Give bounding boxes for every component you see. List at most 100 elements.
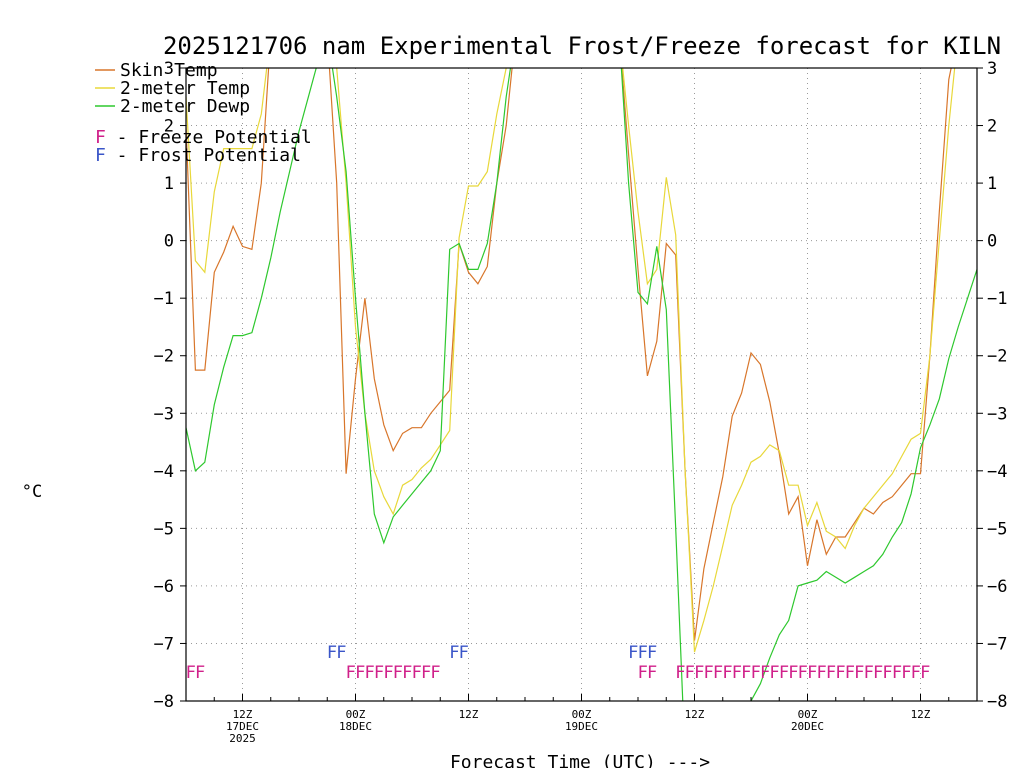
freeze-marker: F <box>355 663 365 683</box>
freeze-marker: F <box>826 663 836 683</box>
legend-freeze-glyph: F <box>95 127 106 148</box>
legend-frost-text: - Frost Potential <box>106 145 301 166</box>
freeze-marker: F <box>647 663 657 683</box>
freeze-marker: F <box>798 663 808 683</box>
legend-label: 2-meter Temp <box>120 78 250 99</box>
y-tick-label-left: −2 <box>154 347 174 367</box>
y-tick-label-right: −1 <box>987 289 1007 309</box>
y-tick-label-right: −4 <box>987 462 1007 482</box>
x-tick-label: 00Z <box>798 708 818 721</box>
y-tick-label-left: −8 <box>154 692 174 712</box>
frost-marker: F <box>449 643 459 663</box>
legend-label: Skin Temp <box>120 60 218 81</box>
x-tick-label: 19DEC <box>565 720 598 733</box>
series-line-2-meter-dewp <box>186 68 977 701</box>
freeze-marker: F <box>769 663 779 683</box>
freeze-marker: F <box>412 663 422 683</box>
freeze-marker: F <box>638 663 648 683</box>
frost-marker: F <box>336 643 346 663</box>
y-tick-label-right: 2 <box>987 117 997 137</box>
y-tick-label-left: −6 <box>154 577 174 597</box>
freeze-marker: F <box>374 663 384 683</box>
freeze-marker: F <box>864 663 874 683</box>
y-tick-label-left: −3 <box>154 404 174 424</box>
y-tick-label-left: −4 <box>154 462 174 482</box>
freeze-marker: F <box>835 663 845 683</box>
legend-freeze-text: - Freeze Potential <box>106 127 312 148</box>
y-tick-label-left: −1 <box>154 289 174 309</box>
freeze-marker: F <box>421 663 431 683</box>
legend-label: 2-meter Dewp <box>120 96 250 117</box>
freeze-marker: F <box>741 663 751 683</box>
freeze-marker: F <box>393 663 403 683</box>
freeze-marker: F <box>722 663 732 683</box>
freeze-marker: F <box>882 663 892 683</box>
legend-frost-glyph: F <box>95 145 106 166</box>
freeze-marker: F <box>685 663 695 683</box>
legend-frost: F - Frost Potential <box>95 145 301 166</box>
y-tick-label-right: 1 <box>987 174 997 194</box>
freeze-marker: F <box>892 663 902 683</box>
freeze-marker: F <box>402 663 412 683</box>
y-tick-label-left: 3 <box>164 59 174 79</box>
x-tick-label: 12Z <box>233 708 253 721</box>
chart-title: 2025121706 nam Experimental Frost/Freeze… <box>163 32 1001 60</box>
y-tick-label-left: −5 <box>154 519 174 539</box>
x-axis-label: Forecast Time (UTC) ---> <box>450 752 710 768</box>
freeze-marker: F <box>873 663 883 683</box>
axes: −8 −8 −7 −7 −6 −6 −5 −5 −4 −4 −3 −3 −2 −2 −1 −1 0 0 1 1 2 2 3 3… <box>154 59 1008 745</box>
freeze-marker: F <box>430 663 440 683</box>
y-tick-label-right: −5 <box>987 519 1007 539</box>
x-tick-label: 00Z <box>346 708 366 721</box>
freeze-marker: F <box>195 663 205 683</box>
freeze-marker: F <box>788 663 798 683</box>
x-tick-label: 18DEC <box>339 720 372 733</box>
y-tick-label-right: −8 <box>987 692 1007 712</box>
freeze-marker: F <box>383 663 393 683</box>
freeze-marker: F <box>760 663 770 683</box>
y-tick-label-left: 1 <box>164 174 174 194</box>
y-tick-label-right: 0 <box>987 232 997 252</box>
x-tick-label: 12Z <box>911 708 931 721</box>
freeze-marker: F <box>346 663 356 683</box>
frost-marker: F <box>327 643 337 663</box>
frost-marker: F <box>647 643 657 663</box>
x-tick-label: 20DEC <box>791 720 824 733</box>
freeze-marker: F <box>807 663 817 683</box>
x-tick-label: 00Z <box>572 708 592 721</box>
y-tick-label-right: −3 <box>987 404 1007 424</box>
x-tick-label: 12Z <box>685 708 705 721</box>
legend-freeze: F - Freeze Potential <box>95 127 312 148</box>
freeze-marker: F <box>365 663 375 683</box>
series-line-skin-temp <box>186 68 952 641</box>
frost-marker: F <box>628 643 638 663</box>
y-tick-label-left: 0 <box>164 232 174 252</box>
y-tick-label-right: −2 <box>987 347 1007 367</box>
y-tick-label-right: 3 <box>987 59 997 79</box>
freeze-marker: F <box>751 663 761 683</box>
freeze-marker: F <box>713 663 723 683</box>
x-tick-label: 12Z <box>459 708 479 721</box>
series-line-2-meter-temp <box>186 68 956 653</box>
grid <box>186 68 977 701</box>
x-tick-label: 17DEC <box>226 720 259 733</box>
freeze-marker: F <box>186 663 196 683</box>
freeze-marker: F <box>779 663 789 683</box>
freeze-marker: F <box>845 663 855 683</box>
freeze-marker: F <box>817 663 827 683</box>
freeze-marker: F <box>732 663 742 683</box>
y-axis-label: °C <box>22 482 42 502</box>
freeze-marker: F <box>694 663 704 683</box>
plot-data: F F F F F F FF F F F F F F F F F F F F F F F F F F F F F F F F F F F F F F F F… <box>186 68 977 701</box>
frost-marker: F <box>459 643 469 663</box>
y-tick-label-right: −6 <box>987 577 1007 597</box>
freeze-marker: F <box>911 663 921 683</box>
y-tick-label-left: −7 <box>154 634 174 654</box>
freeze-marker: F <box>920 663 930 683</box>
frost-marker: F <box>638 643 648 663</box>
freeze-marker: F <box>901 663 911 683</box>
x-tick-label: 2025 <box>229 732 256 745</box>
y-tick-label-right: −7 <box>987 634 1007 654</box>
